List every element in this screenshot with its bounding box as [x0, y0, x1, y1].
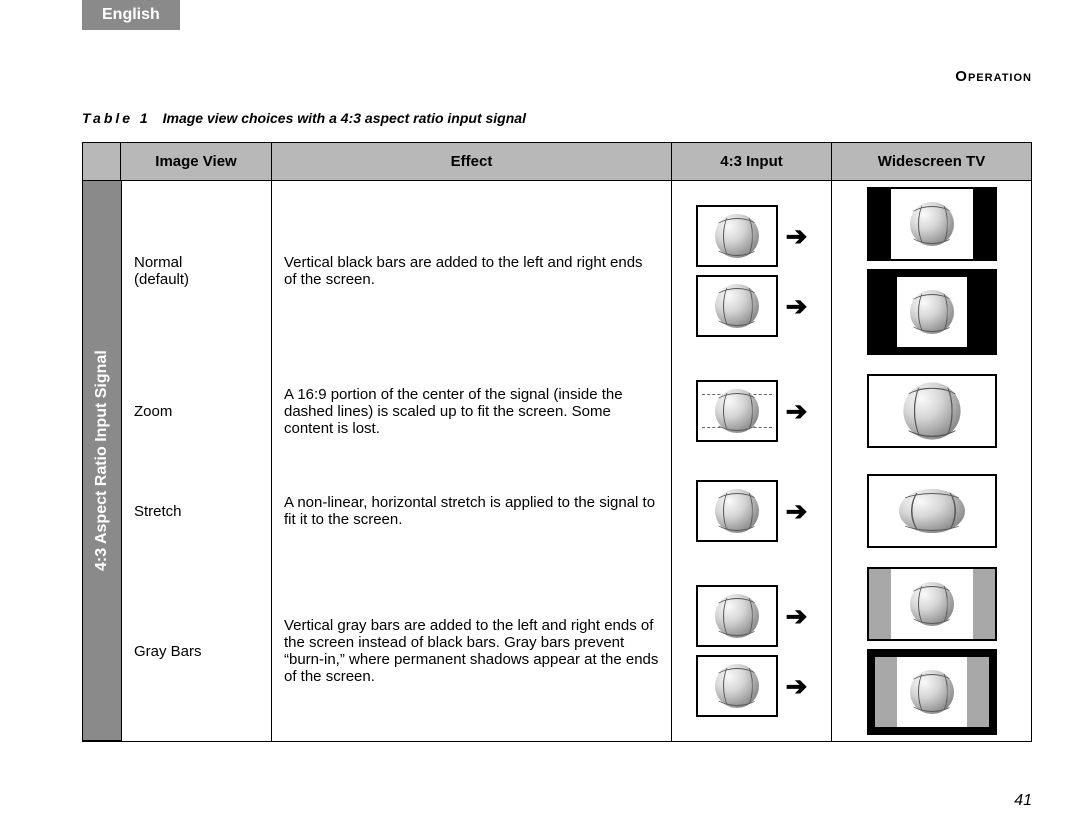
input-43-icon — [696, 480, 778, 542]
tv-windowbox-gray-icon — [867, 649, 997, 735]
row-output-stretch — [831, 461, 1031, 561]
row-name-stretch: Stretch — [121, 461, 271, 561]
row-effect-zoom: A 16:9 portion of the center of the sign… — [271, 361, 671, 461]
input-43-icon — [696, 585, 778, 647]
page-number: 41 — [1014, 792, 1032, 810]
arrow-icon: ➔ — [786, 496, 808, 527]
row-name-graybars: Gray Bars — [121, 561, 271, 741]
row-effect-normal: Vertical black bars are added to the lef… — [271, 181, 671, 361]
row-input-normal: ➔ ➔ — [671, 181, 831, 361]
arrow-icon: ➔ — [786, 671, 808, 702]
caption-text: Image view choices with a 4:3 aspect rat… — [163, 110, 526, 126]
aspect-ratio-table: Image View Effect 4:3 Input Widescreen T… — [82, 142, 1032, 742]
header-input: 4:3 Input — [671, 143, 831, 181]
section-header: Operation — [955, 68, 1032, 85]
row-effect-stretch: A non-linear, horizontal stretch is appl… — [271, 461, 671, 561]
table-caption: Table 1 Image view choices with a 4:3 as… — [82, 110, 526, 126]
header-image-view: Image View — [121, 143, 271, 181]
arrow-icon: ➔ — [786, 291, 808, 322]
tv-pillarbox-gray-icon — [867, 567, 997, 641]
header-blank — [83, 143, 121, 181]
arrow-icon: ➔ — [786, 221, 808, 252]
row-input-zoom: ➔ — [671, 361, 831, 461]
input-43-icon — [696, 275, 778, 337]
row-output-zoom — [831, 361, 1031, 461]
header-effect: Effect — [271, 143, 671, 181]
arrow-icon: ➔ — [786, 601, 808, 632]
tv-zoom-icon — [867, 374, 997, 448]
tv-stretch-icon — [867, 474, 997, 548]
row-output-graybars — [831, 561, 1031, 741]
arrow-icon: ➔ — [786, 396, 808, 427]
caption-label: Table 1 — [82, 110, 151, 126]
header-widescreen: Widescreen TV — [831, 143, 1031, 181]
row-input-stretch: ➔ — [671, 461, 831, 561]
row-input-graybars: ➔ ➔ — [671, 561, 831, 741]
input-43-icon — [696, 655, 778, 717]
row-name-normal: Normal (default) — [121, 181, 271, 361]
input-43-icon — [696, 205, 778, 267]
side-label: 4:3 Aspect Ratio Input Signal — [83, 181, 121, 741]
tv-windowbox-icon — [867, 269, 997, 355]
row-effect-graybars: Vertical gray bars are added to the left… — [271, 561, 671, 741]
tv-pillarbox-black-icon — [867, 187, 997, 261]
input-43-crop-icon — [696, 380, 778, 442]
row-name-zoom: Zoom — [121, 361, 271, 461]
row-output-normal — [831, 181, 1031, 361]
language-tab: English — [82, 0, 180, 30]
